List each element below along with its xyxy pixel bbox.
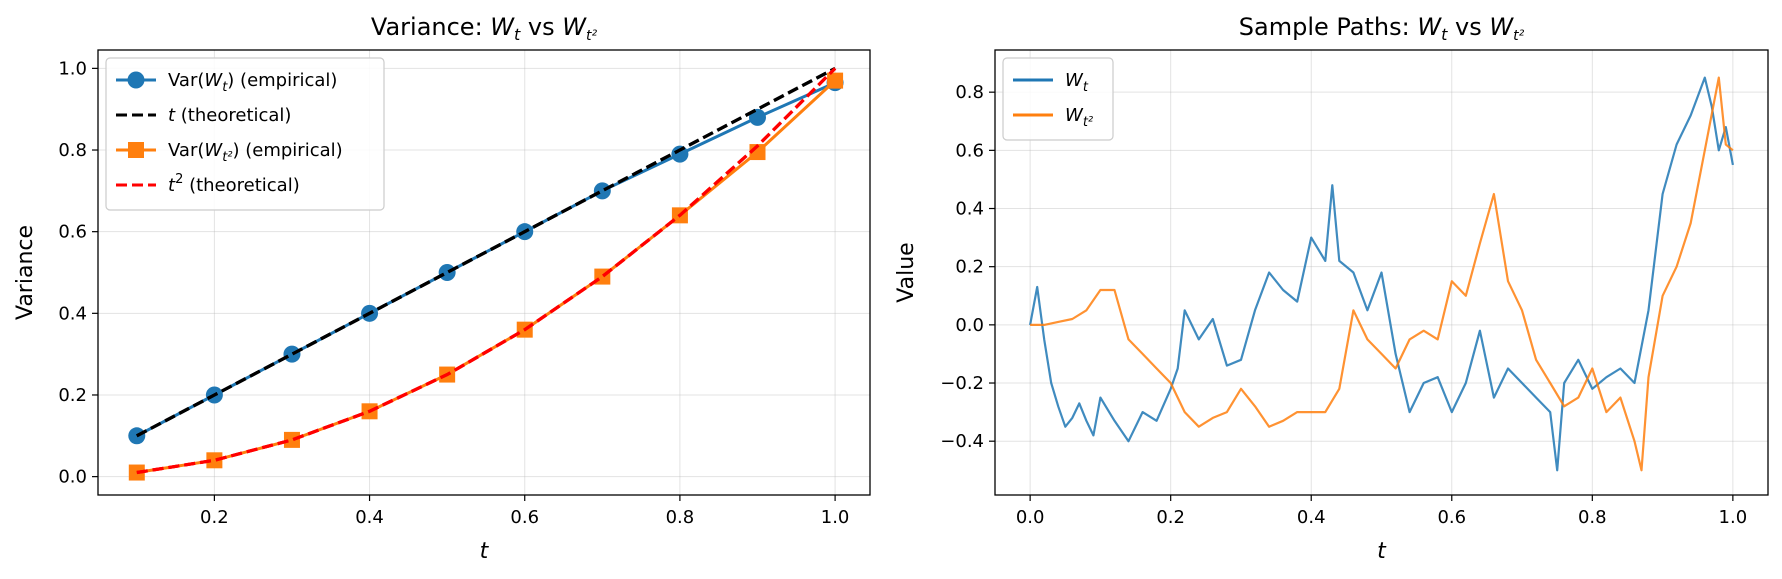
chart-title: Variance: Wt vs Wt² xyxy=(371,13,598,44)
axes-frame xyxy=(994,49,1769,496)
series-line-overlay xyxy=(136,67,837,475)
legend: Var(Wt) (empirical) t (theoretical) Var(Wt… xyxy=(105,57,385,211)
data-point xyxy=(128,427,146,445)
data-point xyxy=(283,431,300,448)
series-line-overlay xyxy=(136,66,836,438)
data-point xyxy=(283,345,301,363)
series-line-2 xyxy=(1030,76,1734,472)
legend-label: t2 (theoretical) xyxy=(168,172,300,196)
x-tick-label: 0.4 xyxy=(355,507,384,528)
plot-area xyxy=(128,66,844,481)
data-point xyxy=(206,452,223,469)
y-tick-label: 0.8 xyxy=(58,140,87,161)
legend-box xyxy=(105,57,385,211)
axes-frame xyxy=(97,49,871,496)
chart-panel-1: 0.2 0.4 0.6 0.8 1.0 0.0 0.2 0.4 0.6 0.8 1.0 Varianc… xyxy=(13,13,871,564)
y-tick-label: −0.4 xyxy=(940,431,984,452)
legend-label: Wt² xyxy=(1065,105,1093,130)
chart-panel-2: 0.0 0.2 0.4 0.6 0.8 1.0 −0.4 −0.2 0.0 0.2 0.4 0.6 0.… xyxy=(894,13,1769,564)
y-tick-label: 0.8 xyxy=(955,82,984,103)
y-tick-label: 0.6 xyxy=(58,222,87,243)
legend-label: Wt xyxy=(1065,70,1089,95)
chart-title: Sample Paths: Wt vs Wt² xyxy=(1239,13,1525,44)
data-point xyxy=(671,145,689,163)
series-line-1 xyxy=(1029,76,1734,472)
y-tick-label: −0.2 xyxy=(940,373,984,394)
x-tick-label: 0.6 xyxy=(1437,507,1466,528)
legend-label: t (theoretical) xyxy=(168,105,291,126)
x-axis-label: t xyxy=(480,539,490,564)
legend: Wt Wt² xyxy=(1002,57,1114,141)
data-point xyxy=(128,464,145,481)
y-tick-label: 0.0 xyxy=(955,315,984,336)
y-tick-label: 0.2 xyxy=(58,385,87,406)
x-tick-label: 0.0 xyxy=(1016,507,1045,528)
y-tick-label: 0.4 xyxy=(58,303,87,324)
x-tick-label: 1.0 xyxy=(1719,507,1748,528)
data-point xyxy=(593,182,611,200)
plot-area xyxy=(1029,76,1734,472)
y-tick-label: 1.0 xyxy=(58,58,87,79)
data-point xyxy=(827,72,844,89)
legend-marker xyxy=(128,142,144,158)
x-tick-label: 1.0 xyxy=(821,507,850,528)
y-tick-label: 0.4 xyxy=(955,199,984,220)
y-axis-label: Variance xyxy=(13,225,38,320)
y-tick-label: 0.0 xyxy=(58,467,87,488)
legend-box xyxy=(1002,57,1114,141)
legend-label: Var(Wt²) (empirical) xyxy=(168,140,343,165)
x-tick-label: 0.6 xyxy=(510,507,539,528)
x-tick-label: 0.8 xyxy=(666,507,695,528)
y-axis-label: Value xyxy=(894,242,919,302)
x-tick-label: 0.8 xyxy=(1578,507,1607,528)
x-tick-label: 0.2 xyxy=(1156,507,1185,528)
y-tick-label: 0.6 xyxy=(955,140,984,161)
y-tick-label: 0.2 xyxy=(955,257,984,278)
data-point xyxy=(438,264,456,281)
legend-label: Var(Wt) (empirical) xyxy=(168,70,337,95)
legend-marker xyxy=(127,71,145,89)
x-tick-label: 0.2 xyxy=(200,507,229,528)
x-tick-label: 0.4 xyxy=(1297,507,1326,528)
x-axis-label: t xyxy=(1377,539,1387,564)
